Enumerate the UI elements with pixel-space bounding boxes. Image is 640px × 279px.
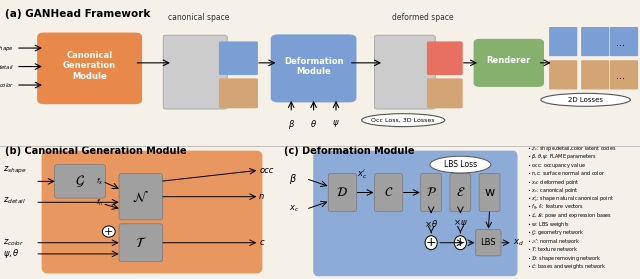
Text: canonical space: canonical space [168, 13, 229, 22]
Text: LBS: LBS [481, 238, 496, 247]
Text: $z_{color}$: $z_{color}$ [0, 80, 14, 90]
FancyBboxPatch shape [581, 27, 609, 56]
FancyBboxPatch shape [119, 174, 163, 220]
Text: $\mathcal{P}$: $\mathcal{P}$ [426, 186, 436, 199]
Text: $\mathcal{D}$: $\mathcal{D}$ [337, 186, 348, 199]
FancyBboxPatch shape [374, 35, 435, 109]
Text: $f_n$: $f_n$ [96, 198, 103, 208]
Text: $\bullet$ $\mathcal{D}$: shape removing network: $\bullet$ $\mathcal{D}$: shape removing … [527, 254, 602, 263]
Text: $\bullet$ $\mathcal{N}$: normal network: $\bullet$ $\mathcal{N}$: normal network [527, 237, 580, 245]
FancyBboxPatch shape [42, 151, 262, 273]
Text: $\beta$: $\beta$ [289, 172, 297, 186]
Text: 2D Losses: 2D Losses [568, 97, 603, 103]
FancyBboxPatch shape [219, 78, 258, 108]
Text: +: + [455, 236, 466, 249]
Text: ...: ... [616, 37, 625, 47]
FancyBboxPatch shape [328, 174, 356, 211]
Text: $\bullet$ $\mathcal{L},\mathcal{B}$: pose and expression bases: $\bullet$ $\mathcal{L},\mathcal{B}$: pos… [527, 211, 612, 220]
Text: Occ Loss, 3D Losses: Occ Loss, 3D Losses [371, 118, 435, 123]
Text: occ: occ [259, 166, 273, 175]
Text: +: + [104, 227, 113, 237]
Text: $z_{detail}$: $z_{detail}$ [3, 196, 26, 206]
Text: $\times\theta$: $\times\theta$ [424, 218, 438, 229]
Text: $\psi$: $\psi$ [332, 118, 340, 129]
Text: Deformation
Module: Deformation Module [284, 57, 344, 76]
Text: $\bullet$ n,c: surface normal and color: $\bullet$ n,c: surface normal and color [527, 169, 605, 177]
FancyBboxPatch shape [420, 174, 442, 211]
FancyBboxPatch shape [610, 27, 638, 56]
Text: $\mathcal{C}$: $\mathcal{C}$ [384, 186, 394, 199]
FancyBboxPatch shape [374, 174, 403, 211]
FancyBboxPatch shape [54, 165, 106, 198]
FancyBboxPatch shape [581, 60, 609, 90]
Text: $z_{shape}$: $z_{shape}$ [3, 165, 27, 176]
Text: $z_{color}$: $z_{color}$ [3, 237, 24, 248]
Text: $\mathcal{T}$: $\mathcal{T}$ [135, 236, 147, 250]
Text: $\bullet$ w: LBS weights: $\bullet$ w: LBS weights [527, 220, 570, 229]
Text: $\bullet$ $\mathcal{C}$: bases and weights network: $\bullet$ $\mathcal{C}$: bases and weigh… [527, 262, 607, 271]
Text: $f_x$: $f_x$ [96, 177, 104, 187]
Text: Canonical
Generation
Module: Canonical Generation Module [63, 51, 116, 81]
FancyBboxPatch shape [450, 174, 471, 211]
FancyBboxPatch shape [474, 39, 544, 87]
Text: LBS Loss: LBS Loss [444, 160, 477, 169]
FancyBboxPatch shape [549, 27, 577, 56]
Text: $\bullet$ $x_c'$: shape natural canonical point: $\bullet$ $x_c'$: shape natural canonica… [527, 194, 614, 204]
Text: $z_{detail}$: $z_{detail}$ [0, 61, 14, 72]
Text: $\times\psi$: $\times\psi$ [453, 217, 468, 229]
Text: +: + [426, 236, 436, 249]
FancyBboxPatch shape [119, 224, 163, 262]
Text: w: w [484, 186, 495, 199]
Circle shape [425, 236, 437, 250]
Text: $\mathcal{N}$: $\mathcal{N}$ [132, 189, 149, 204]
Circle shape [102, 226, 115, 237]
Text: Renderer: Renderer [486, 56, 531, 66]
Text: $\bullet$ $z_c$: shape,detail,color latent codes: $\bullet$ $z_c$: shape,detail,color late… [527, 144, 616, 153]
Text: deformed space: deformed space [392, 13, 453, 22]
Text: $\beta$: $\beta$ [287, 118, 295, 131]
Text: $\theta$: $\theta$ [310, 118, 317, 129]
FancyBboxPatch shape [610, 60, 638, 90]
Text: c: c [259, 238, 264, 247]
Text: $x_d$: $x_d$ [513, 237, 524, 248]
FancyBboxPatch shape [37, 33, 142, 104]
Ellipse shape [541, 93, 630, 106]
Text: (b) Canonical Generation Module: (b) Canonical Generation Module [5, 146, 186, 157]
Text: $\psi,\theta$: $\psi,\theta$ [3, 247, 20, 260]
Text: $\bullet$ $x_c$: canonical point: $\bullet$ $x_c$: canonical point [527, 186, 579, 195]
Text: $\bullet$ $\mathcal{G}$: geometry network: $\bullet$ $\mathcal{G}$: geometry networ… [527, 228, 585, 237]
Ellipse shape [430, 156, 491, 173]
Ellipse shape [362, 114, 445, 127]
Text: ...: ... [616, 71, 625, 81]
Text: $\bullet$ $\beta,\theta,\psi$: FLAME parameters: $\bullet$ $\beta,\theta,\psi$: FLAME par… [527, 152, 597, 161]
Text: $x_c'$: $x_c'$ [356, 168, 367, 181]
FancyBboxPatch shape [271, 34, 356, 102]
FancyBboxPatch shape [219, 41, 258, 75]
Text: $\bullet$ $x_d$: deformed point: $\bullet$ $x_d$: deformed point [527, 177, 580, 187]
FancyBboxPatch shape [163, 35, 227, 109]
Text: $\bullet$ occ: occupancy value: $\bullet$ occ: occupancy value [527, 161, 586, 170]
Text: $z_{shape}$: $z_{shape}$ [0, 42, 14, 54]
Text: (c) Deformation Module: (c) Deformation Module [284, 146, 415, 157]
Text: (a) GANHead Framework: (a) GANHead Framework [5, 9, 150, 19]
Text: $\bullet$ $f_g,f_c$: feature vectors: $\bullet$ $f_g,f_c$: feature vectors [527, 203, 584, 213]
Text: $\bullet$ $\mathcal{T}$: texture network: $\bullet$ $\mathcal{T}$: texture network [527, 245, 579, 253]
FancyBboxPatch shape [313, 151, 518, 276]
Text: n: n [259, 192, 264, 201]
Text: $\mathcal{E}$: $\mathcal{E}$ [456, 186, 465, 199]
FancyBboxPatch shape [479, 174, 500, 211]
FancyBboxPatch shape [427, 41, 463, 75]
Text: $x_c$: $x_c$ [289, 204, 300, 215]
FancyBboxPatch shape [427, 78, 463, 108]
FancyBboxPatch shape [476, 230, 501, 256]
FancyBboxPatch shape [549, 60, 577, 90]
Circle shape [454, 236, 467, 250]
Text: $\mathcal{G}$: $\mathcal{G}$ [75, 174, 85, 189]
